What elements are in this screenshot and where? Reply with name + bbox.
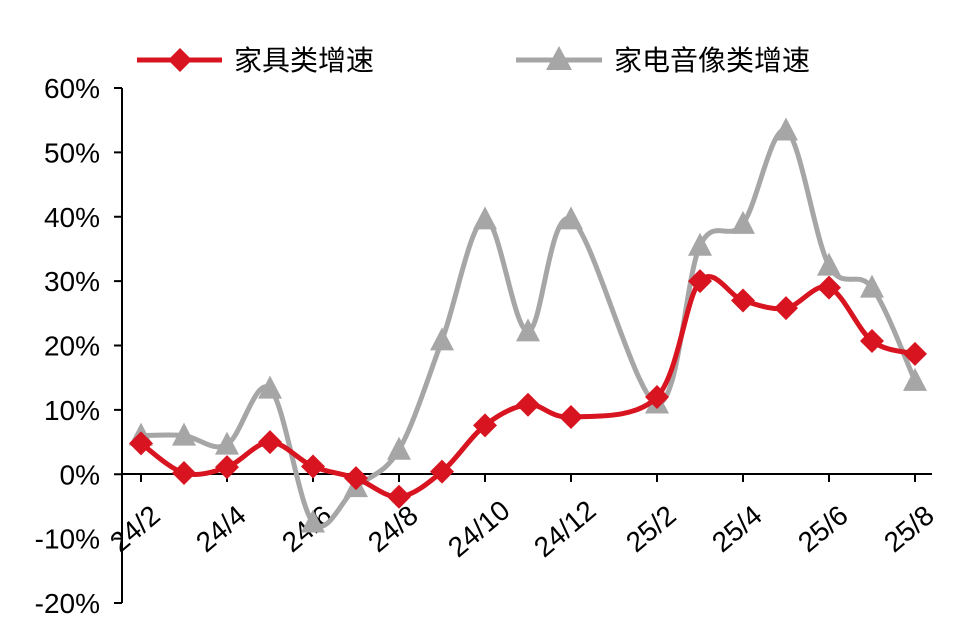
data-point-furniture	[645, 385, 669, 409]
x-tick-label: 25/2	[620, 499, 682, 558]
legend-item-furniture: 家具类增速	[137, 44, 374, 77]
data-point-appliances	[860, 274, 884, 298]
y-tick-label: 30%	[44, 266, 100, 297]
y-tick-label: -10%	[35, 524, 100, 555]
data-point-appliances	[430, 327, 454, 351]
x-tick-label: 24/8	[362, 499, 424, 558]
data-point-furniture	[301, 454, 325, 479]
data-point-furniture	[559, 404, 583, 429]
x-tick-label: 24/2	[104, 499, 166, 558]
y-tick-label: 50%	[44, 137, 100, 168]
data-point-appliances	[688, 232, 712, 256]
legend-item-appliances: 家电音像类增速	[516, 44, 810, 77]
legend-label-appliances: 家电音像类增速	[614, 44, 810, 77]
data-point-furniture	[430, 459, 454, 484]
data-point-furniture	[860, 328, 884, 353]
legend-marker-triangle	[546, 46, 572, 70]
series-appliances	[129, 117, 927, 533]
data-point-furniture	[344, 466, 368, 491]
y-tick-label: 0%	[60, 459, 100, 490]
axes: 60%50%40%30%20%10%0%-10%-20%24/224/424/6…	[35, 73, 940, 619]
x-tick-label: 24/10	[442, 494, 516, 563]
series-line-furniture	[139, 274, 916, 500]
data-point-appliances	[559, 206, 583, 230]
y-tick-label: 60%	[44, 73, 100, 104]
legend-marker-diamond	[168, 48, 192, 72]
data-point-appliances	[301, 509, 325, 533]
data-point-furniture	[731, 288, 755, 313]
series-furniture	[129, 269, 927, 509]
data-point-furniture	[903, 341, 927, 366]
data-point-appliances	[731, 210, 755, 234]
data-point-furniture	[258, 430, 282, 455]
x-tick-label: 25/6	[792, 499, 854, 558]
legend-label-furniture: 家具类增速	[234, 44, 374, 77]
legend: 家具类增速 家电音像类增速	[137, 44, 810, 77]
data-point-furniture	[774, 296, 798, 321]
data-point-appliances	[172, 422, 196, 446]
data-point-furniture	[516, 392, 540, 417]
data-point-appliances	[817, 252, 841, 276]
data-point-furniture	[172, 460, 196, 485]
data-point-appliances	[903, 367, 927, 391]
x-tick-label: 25/8	[878, 499, 940, 558]
data-point-appliances	[516, 318, 540, 342]
data-point-appliances	[258, 375, 282, 399]
data-point-furniture	[473, 413, 497, 438]
x-tick-label: 24/4	[190, 499, 252, 558]
y-tick-label: 40%	[44, 202, 100, 233]
data-point-furniture	[215, 455, 239, 480]
data-point-furniture	[129, 431, 153, 456]
x-tick-label: 24/12	[528, 494, 602, 563]
y-tick-label: 20%	[44, 331, 100, 362]
plot-area	[129, 117, 927, 533]
data-point-appliances	[473, 206, 497, 230]
x-tick-label: 25/4	[706, 499, 768, 558]
y-tick-label: -20%	[35, 588, 100, 619]
data-point-furniture	[817, 275, 841, 300]
data-point-appliances	[387, 436, 411, 460]
data-point-appliances	[215, 431, 239, 455]
data-point-appliances	[774, 117, 798, 141]
data-point-furniture	[688, 269, 712, 294]
y-tick-label: 10%	[44, 395, 100, 426]
data-point-furniture	[387, 484, 411, 509]
